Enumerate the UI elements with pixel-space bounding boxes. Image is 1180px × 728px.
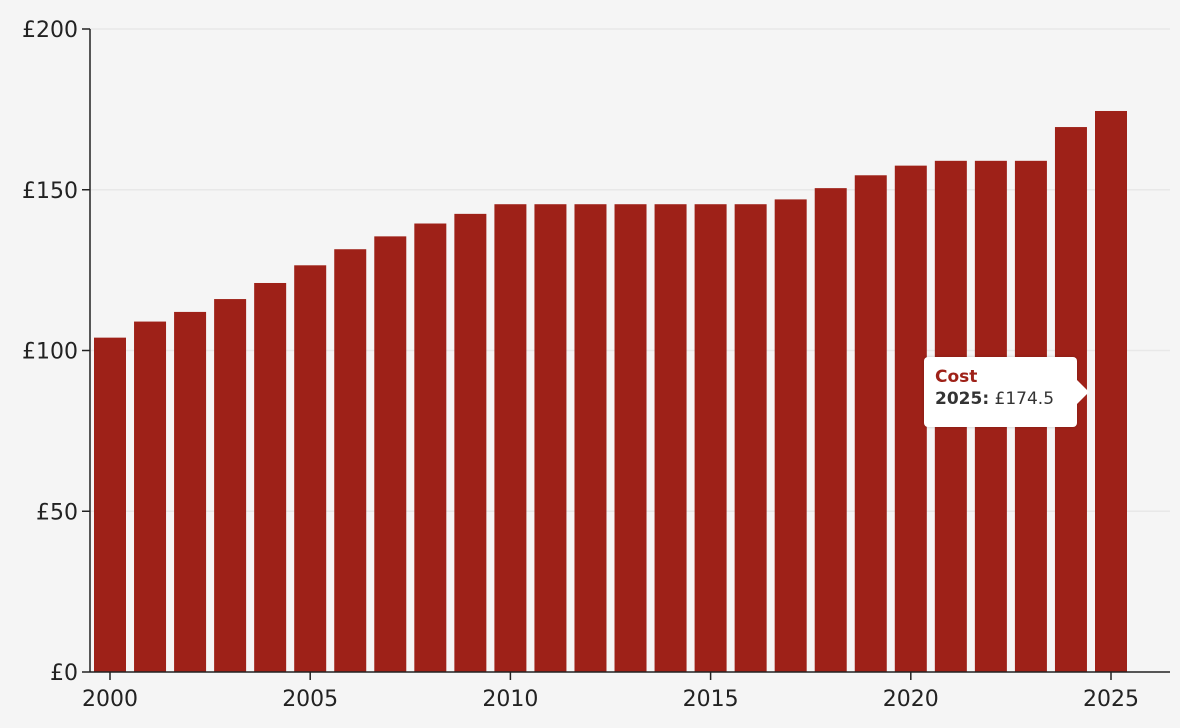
bar-2015 (694, 204, 727, 672)
bar-2002 (174, 311, 207, 672)
y-tick-label: £0 (50, 661, 78, 686)
bar-2011 (534, 204, 567, 672)
tooltip-value: £174.5 (994, 389, 1055, 409)
bar-2014 (654, 204, 687, 672)
x-tick-label: 2015 (683, 687, 739, 712)
bar-2007 (374, 236, 407, 672)
y-tick-label: £50 (36, 500, 78, 525)
bar-2017 (774, 199, 807, 672)
bar-2006 (334, 249, 367, 673)
x-tick-label: 2010 (482, 687, 538, 712)
tooltip: Cost 2025: £174.5 (924, 357, 1089, 427)
y-tick-label: £150 (22, 179, 78, 204)
bar-2018 (814, 188, 847, 672)
bar-2000 (94, 337, 126, 672)
bar-2008 (414, 223, 447, 672)
bar-2001 (134, 321, 167, 672)
bar-2025 (1095, 110, 1127, 673)
bar-2005 (294, 265, 327, 672)
bar-2003 (214, 299, 247, 672)
tooltip-year: 2025: (935, 389, 990, 409)
bar-2020 (894, 165, 927, 672)
bar-2016 (734, 204, 767, 672)
y-tick-label: £100 (22, 340, 78, 365)
y-tick-label: £200 (22, 18, 78, 43)
bar-2019 (854, 175, 887, 672)
bar-2009 (454, 213, 487, 673)
tooltip-series: Cost (935, 367, 978, 387)
bar-2010 (494, 204, 527, 672)
x-tick-label: 2020 (883, 687, 939, 712)
bar-2013 (614, 204, 647, 672)
x-tick-label: 2005 (282, 687, 338, 712)
x-tick-label: 2000 (82, 687, 138, 712)
bar-2012 (574, 204, 607, 672)
x-tick-label: 2025 (1083, 687, 1139, 712)
bar-2004 (254, 282, 287, 672)
